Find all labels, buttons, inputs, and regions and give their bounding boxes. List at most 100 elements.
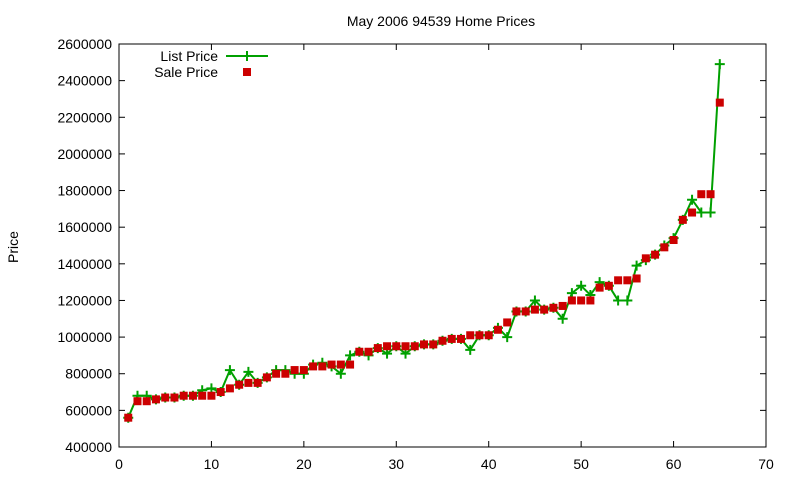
sale-price-point	[614, 276, 623, 285]
sale-price-point	[567, 296, 576, 305]
legend-sale-price-marker	[243, 68, 251, 76]
sale-price-point	[309, 362, 318, 371]
list-price-point	[502, 332, 513, 343]
list-price-point	[576, 280, 587, 291]
x-tick-label: 10	[204, 456, 220, 472]
sale-price-point	[133, 397, 142, 406]
x-tick-label: 40	[481, 456, 497, 472]
list-price-point	[345, 350, 356, 361]
sale-price-point	[549, 303, 558, 312]
x-tick-label: 30	[388, 456, 404, 472]
x-tick-label: 60	[666, 456, 682, 472]
sale-price-point	[346, 360, 355, 369]
sale-price-point	[475, 331, 484, 340]
list-price-line	[127, 64, 721, 419]
sale-price-point	[188, 391, 197, 400]
sale-price-point	[281, 369, 290, 378]
sale-price-point	[207, 391, 216, 400]
sale-price-point	[170, 393, 179, 402]
y-tick-label: 600000	[65, 402, 112, 418]
sale-price-point	[179, 391, 188, 400]
sale-price-point	[715, 98, 724, 107]
sale-price-point	[355, 347, 364, 356]
sale-price-point	[290, 366, 299, 375]
sale-price-point	[392, 342, 401, 351]
sale-price-point	[364, 347, 373, 356]
sale-price-point	[641, 254, 650, 263]
sale-price-point	[151, 395, 160, 404]
sale-price-point	[420, 340, 429, 349]
y-tick-label: 2400000	[57, 73, 112, 89]
sale-price-point	[623, 276, 632, 285]
list-price-point	[687, 194, 698, 205]
sale-price-point	[577, 296, 586, 305]
sale-price-point	[336, 360, 345, 369]
legend-sale-price-label: Sale Price	[154, 64, 218, 80]
list-price-point	[613, 295, 624, 306]
sale-price-point	[161, 393, 170, 402]
sale-price-point	[198, 391, 207, 400]
plot-frame	[118, 43, 767, 448]
list-price-point	[335, 368, 346, 379]
y-tick-label: 800000	[65, 366, 112, 382]
sale-price-point	[660, 243, 669, 252]
list-price-point	[705, 207, 716, 218]
y-tick-label: 2600000	[57, 36, 112, 52]
chart-series	[123, 59, 725, 423]
list-price-point	[631, 260, 642, 271]
legend-list-price-label: List Price	[160, 48, 218, 64]
list-price-point	[465, 344, 476, 355]
list-price-point	[622, 295, 633, 306]
sale-price-point	[244, 378, 253, 387]
y-tick-label: 400000	[65, 439, 112, 455]
x-tick-label: 50	[573, 456, 589, 472]
sale-price-point	[530, 305, 539, 314]
sale-price-point	[669, 236, 678, 245]
sale-price-point	[299, 366, 308, 375]
sale-price-point	[383, 342, 392, 351]
sale-price-point	[327, 360, 336, 369]
sale-price-point	[521, 307, 530, 316]
sale-price-point	[447, 334, 456, 343]
sale-price-point	[438, 336, 447, 345]
sale-price-point	[558, 301, 567, 310]
sale-price-point	[697, 190, 706, 199]
sale-price-point	[318, 362, 327, 371]
list-price-point	[243, 366, 254, 377]
y-tick-label: 1400000	[57, 256, 112, 272]
y-tick-label: 2200000	[57, 109, 112, 125]
y-axis-label: Price	[5, 231, 21, 263]
y-tick-label: 2000000	[57, 146, 112, 162]
y-tick-label: 1000000	[57, 329, 112, 345]
sale-price-point	[688, 208, 697, 217]
sale-price-point	[678, 215, 687, 224]
sale-price-point	[466, 331, 475, 340]
sale-price-point	[512, 307, 521, 316]
list-price-point	[224, 365, 235, 376]
sale-price-point	[540, 305, 549, 314]
x-tick-label: 0	[115, 456, 123, 472]
chart-title: May 2006 94539 Home Prices	[347, 13, 535, 29]
sale-price-point	[503, 318, 512, 327]
x-axis-ticks: 0 10 20 30 40 50 60 70	[115, 44, 774, 472]
sale-price-point	[272, 369, 281, 378]
sale-price-point	[225, 384, 234, 393]
y-tick-label: 1600000	[57, 219, 112, 235]
sale-price-point	[410, 342, 419, 351]
sale-price-point	[216, 388, 225, 397]
sale-price-point	[604, 281, 613, 290]
list-price-point	[696, 207, 707, 218]
sale-price-point	[253, 378, 262, 387]
list-price-point	[714, 59, 725, 70]
x-tick-label: 70	[758, 456, 774, 472]
sale-price-point	[632, 274, 641, 283]
sale-price-point	[493, 325, 502, 334]
sale-price-point	[124, 413, 133, 422]
sale-price-point	[429, 340, 438, 349]
y-tick-label: 1800000	[57, 183, 112, 199]
sale-price-point	[142, 397, 151, 406]
sale-price-point	[706, 190, 715, 199]
sale-price-point	[262, 373, 271, 382]
sale-price-point	[484, 331, 493, 340]
